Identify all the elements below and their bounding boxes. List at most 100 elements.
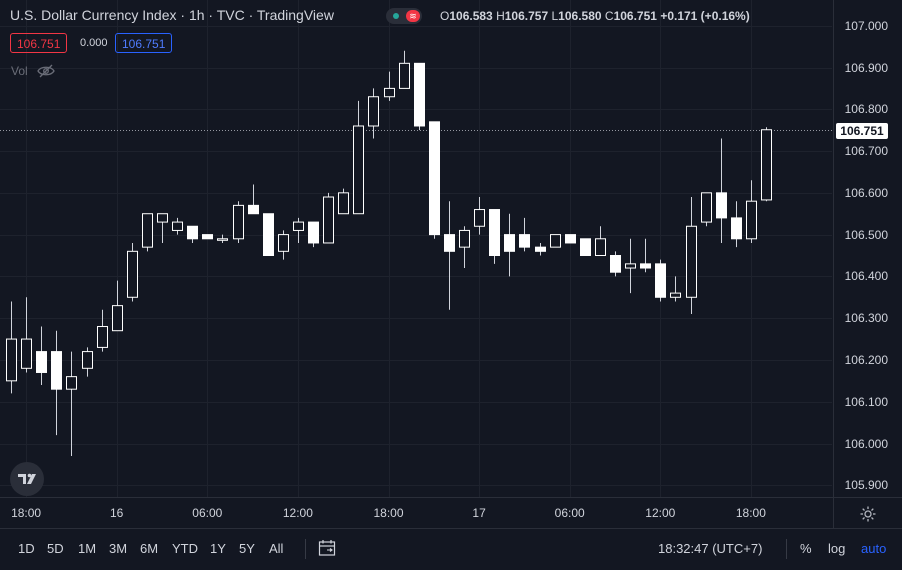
tradingview-logo-icon[interactable] bbox=[10, 462, 44, 496]
time-tick-label: 06:00 bbox=[554, 506, 585, 520]
log-scale-toggle[interactable]: log bbox=[828, 541, 846, 556]
market-data-icon: ≋ bbox=[406, 10, 420, 22]
buy-button[interactable]: 106.751 bbox=[115, 33, 173, 53]
timeframe-button-1m[interactable]: 1M bbox=[78, 541, 97, 556]
candle-body-down[interactable] bbox=[51, 351, 62, 390]
price-tick-label: 106.900 bbox=[844, 60, 888, 75]
candle-body-up[interactable] bbox=[686, 225, 697, 298]
candle-body-up[interactable] bbox=[338, 192, 349, 215]
sell-button[interactable]: 106.751 bbox=[10, 33, 68, 53]
candle-body-up[interactable] bbox=[278, 234, 289, 252]
candle-body-down[interactable] bbox=[429, 121, 440, 236]
candle-body-up[interactable] bbox=[97, 326, 108, 348]
candle-body-down[interactable] bbox=[731, 217, 742, 240]
calendar-goto-icon[interactable] bbox=[318, 539, 336, 557]
candle-body-up[interactable] bbox=[399, 62, 410, 89]
candle-body-down[interactable] bbox=[504, 234, 515, 252]
candle-body-down[interactable] bbox=[308, 221, 319, 244]
candle-body-up[interactable] bbox=[368, 96, 379, 127]
candle-body-up[interactable] bbox=[701, 192, 712, 223]
spread-value: 0.000 bbox=[80, 37, 108, 49]
symbol-title[interactable]: U.S. Dollar Currency Index · 1h · TVC · … bbox=[10, 7, 334, 23]
market-open-dot-icon bbox=[393, 13, 399, 19]
candle-body-up[interactable] bbox=[127, 250, 138, 298]
time-tick-label: 12:00 bbox=[282, 506, 313, 520]
candle-body-down[interactable] bbox=[248, 204, 259, 215]
time-tick-label: 18:00 bbox=[735, 506, 766, 520]
ohlc-readout: O106.583 H106.757 L106.580 C106.751 +0.1… bbox=[440, 9, 750, 23]
candle-body-down[interactable] bbox=[489, 209, 500, 257]
time-tick-label: 12:00 bbox=[645, 506, 676, 520]
time-tick-label: 06:00 bbox=[192, 506, 223, 520]
candle-body-down[interactable] bbox=[716, 192, 727, 219]
candle-body-up[interactable] bbox=[6, 338, 17, 382]
candle-body-down[interactable] bbox=[519, 234, 530, 248]
candle-body-up[interactable] bbox=[157, 213, 168, 223]
candle-body-down[interactable] bbox=[263, 213, 274, 257]
timeframe-button-6m[interactable]: 6M bbox=[140, 541, 159, 556]
time-tick-label: 16 bbox=[110, 506, 124, 520]
candle-body-up[interactable] bbox=[670, 292, 681, 298]
price-tick-label: 106.200 bbox=[844, 352, 888, 367]
candle-body-up[interactable] bbox=[550, 234, 561, 248]
candle-body-up[interactable] bbox=[217, 238, 228, 241]
low-label: L bbox=[551, 9, 559, 23]
timeframe-button-ytd[interactable]: YTD bbox=[172, 541, 198, 556]
price-chart[interactable] bbox=[0, 0, 902, 528]
high-label: H bbox=[496, 9, 505, 23]
volume-label[interactable]: Vol bbox=[11, 64, 28, 78]
auto-scale-toggle[interactable]: auto bbox=[861, 541, 887, 556]
candle-body-down[interactable] bbox=[655, 263, 666, 298]
price-tick-label: 106.100 bbox=[844, 394, 888, 409]
candle-body-up[interactable] bbox=[459, 229, 470, 248]
time-tick-label: 17 bbox=[472, 506, 486, 520]
candle-body-down[interactable] bbox=[36, 351, 47, 373]
candle-body-down[interactable] bbox=[202, 234, 213, 240]
close-label: C bbox=[604, 9, 614, 23]
candle-body-down[interactable] bbox=[580, 238, 591, 257]
percent-scale-toggle[interactable]: % bbox=[800, 541, 812, 556]
candle-body-down[interactable] bbox=[535, 246, 546, 252]
open-value: 106.583 bbox=[449, 9, 493, 23]
time-tick-label: 18:00 bbox=[373, 506, 404, 520]
candle-body-up[interactable] bbox=[66, 376, 77, 390]
timeframe-button-all[interactable]: All bbox=[269, 541, 284, 556]
price-tick-label: 106.600 bbox=[844, 185, 888, 200]
market-status-pill[interactable]: ≋ bbox=[386, 8, 422, 24]
change-value: +0.171 (+0.16%) bbox=[660, 9, 750, 23]
toolbar-divider bbox=[786, 539, 787, 559]
candle-body-up[interactable] bbox=[353, 125, 364, 215]
eye-hidden-icon[interactable] bbox=[37, 64, 55, 78]
timeframe-button-3m[interactable]: 3M bbox=[109, 541, 128, 556]
close-value: 106.751 bbox=[613, 9, 657, 23]
candle-body-down[interactable] bbox=[414, 62, 425, 127]
candle-body-up[interactable] bbox=[293, 221, 304, 231]
timeframe-button-1y[interactable]: 1Y bbox=[210, 541, 226, 556]
settings-gear-icon[interactable] bbox=[860, 506, 876, 522]
candle-body-up[interactable] bbox=[82, 351, 93, 369]
timeframe-button-1d[interactable]: 1D bbox=[18, 541, 35, 556]
timeframe-button-5d[interactable]: 5D bbox=[47, 541, 64, 556]
candle-body-up[interactable] bbox=[384, 87, 395, 98]
price-tick-label: 106.400 bbox=[844, 269, 888, 284]
candle-body-up[interactable] bbox=[595, 238, 606, 257]
price-tick-label: 106.700 bbox=[844, 144, 888, 159]
candle-body-down[interactable] bbox=[187, 225, 198, 240]
candle-body-up[interactable] bbox=[142, 213, 153, 248]
candle-body-up[interactable] bbox=[21, 338, 32, 369]
candle-body-down[interactable] bbox=[640, 263, 651, 269]
candle-body-up[interactable] bbox=[761, 129, 772, 201]
candle-body-down[interactable] bbox=[565, 234, 576, 244]
low-value: 106.580 bbox=[558, 9, 602, 23]
candle-body-up[interactable] bbox=[474, 209, 485, 227]
timezone-clock[interactable]: 18:32:47 (UTC+7) bbox=[658, 541, 763, 556]
candle-body-up[interactable] bbox=[112, 305, 123, 332]
candle-body-up[interactable] bbox=[323, 196, 334, 244]
candle-body-up[interactable] bbox=[625, 263, 636, 269]
candle-body-up[interactable] bbox=[172, 221, 183, 231]
candle-body-up[interactable] bbox=[233, 204, 244, 240]
candle-body-up[interactable] bbox=[746, 200, 757, 240]
candle-body-down[interactable] bbox=[444, 234, 455, 252]
candle-body-down[interactable] bbox=[610, 255, 621, 273]
timeframe-button-5y[interactable]: 5Y bbox=[239, 541, 255, 556]
